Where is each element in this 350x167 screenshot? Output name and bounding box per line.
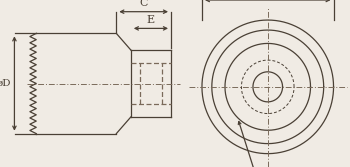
Text: C: C xyxy=(139,0,148,8)
Text: øD: øD xyxy=(0,79,11,88)
Text: E: E xyxy=(147,15,155,25)
